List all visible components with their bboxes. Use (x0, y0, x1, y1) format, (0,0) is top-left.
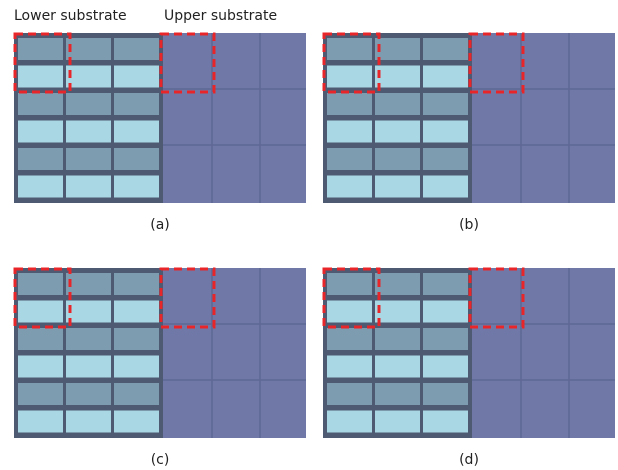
micrograph-panel (323, 33, 615, 203)
panel-label: (d) (459, 452, 479, 468)
pixel-cell (327, 356, 372, 378)
figure: Lower substrate Upper substrate (a) (b) (c… (0, 0, 618, 470)
pixel-cell (327, 121, 372, 143)
pixel-cell (66, 356, 111, 378)
panel-label: (b) (459, 217, 479, 233)
pixel-cell (66, 176, 111, 198)
pixel-cell (114, 38, 159, 60)
pixel-cell (18, 176, 63, 198)
pixel-cell (114, 121, 159, 143)
pixel-cell (423, 273, 468, 295)
pixel-cell (18, 66, 63, 88)
page: Lower substrate Upper substrate (a) (b) (c… (0, 0, 618, 470)
pixel-cell (375, 383, 420, 405)
pixel-cell (66, 148, 111, 170)
pixel-cell (375, 273, 420, 295)
pixel-cell (375, 328, 420, 350)
panel-label: (c) (151, 452, 170, 468)
pixel-cell (327, 38, 372, 60)
pixel-cell (375, 121, 420, 143)
pixel-cell (18, 383, 63, 405)
pixel-cell (327, 176, 372, 198)
pixel-cell (114, 273, 159, 295)
pixel-cell (423, 121, 468, 143)
pixel-cell (66, 383, 111, 405)
pixel-cell (18, 328, 63, 350)
pixel-cell (114, 383, 159, 405)
pixel-cell (18, 411, 63, 433)
pixel-cell (423, 176, 468, 198)
pixel-cell (327, 411, 372, 433)
pixel-cell (66, 66, 111, 88)
pixel-cell (375, 148, 420, 170)
pixel-cell (18, 356, 63, 378)
pixel-cell (375, 66, 420, 88)
pixel-cell (423, 38, 468, 60)
pixel-cell (423, 301, 468, 323)
pixel-cell (114, 176, 159, 198)
upper-substrate-label: Upper substrate (164, 8, 277, 24)
pixel-cell (18, 273, 63, 295)
pixel-cell (423, 356, 468, 378)
pixel-cell (423, 93, 468, 115)
pixel-cell (66, 301, 111, 323)
pixel-cell (423, 383, 468, 405)
pixel-cell (327, 383, 372, 405)
pixel-cell (423, 148, 468, 170)
pixel-cell (66, 38, 111, 60)
pixel-cell (114, 66, 159, 88)
pixel-cell (66, 121, 111, 143)
micrograph-panel (323, 268, 615, 438)
pixel-cell (327, 66, 372, 88)
pixel-cell (18, 301, 63, 323)
pixel-cell (327, 148, 372, 170)
pixel-cell (18, 148, 63, 170)
pixel-cell (327, 328, 372, 350)
micrograph-panel (14, 33, 306, 203)
pixel-cell (18, 121, 63, 143)
pixel-cell (114, 301, 159, 323)
pixel-cell (66, 328, 111, 350)
pixel-cell (66, 411, 111, 433)
pixel-cell (423, 66, 468, 88)
pixel-cell (375, 38, 420, 60)
pixel-cell (114, 328, 159, 350)
pixel-cell (114, 93, 159, 115)
pixel-cell (114, 148, 159, 170)
pixel-cell (375, 176, 420, 198)
pixel-cell (66, 93, 111, 115)
pixel-cell (18, 38, 63, 60)
lower-substrate-label: Lower substrate (14, 8, 127, 24)
micrograph-panel (14, 268, 306, 438)
panel-label: (a) (150, 217, 170, 233)
pixel-cell (375, 93, 420, 115)
pixel-cell (114, 356, 159, 378)
pixel-cell (375, 356, 420, 378)
pixel-cell (375, 301, 420, 323)
pixel-cell (423, 411, 468, 433)
pixel-cell (327, 273, 372, 295)
pixel-cell (66, 273, 111, 295)
pixel-cell (375, 411, 420, 433)
pixel-cell (327, 93, 372, 115)
pixel-cell (114, 411, 159, 433)
pixel-cell (423, 328, 468, 350)
pixel-cell (327, 301, 372, 323)
pixel-cell (18, 93, 63, 115)
